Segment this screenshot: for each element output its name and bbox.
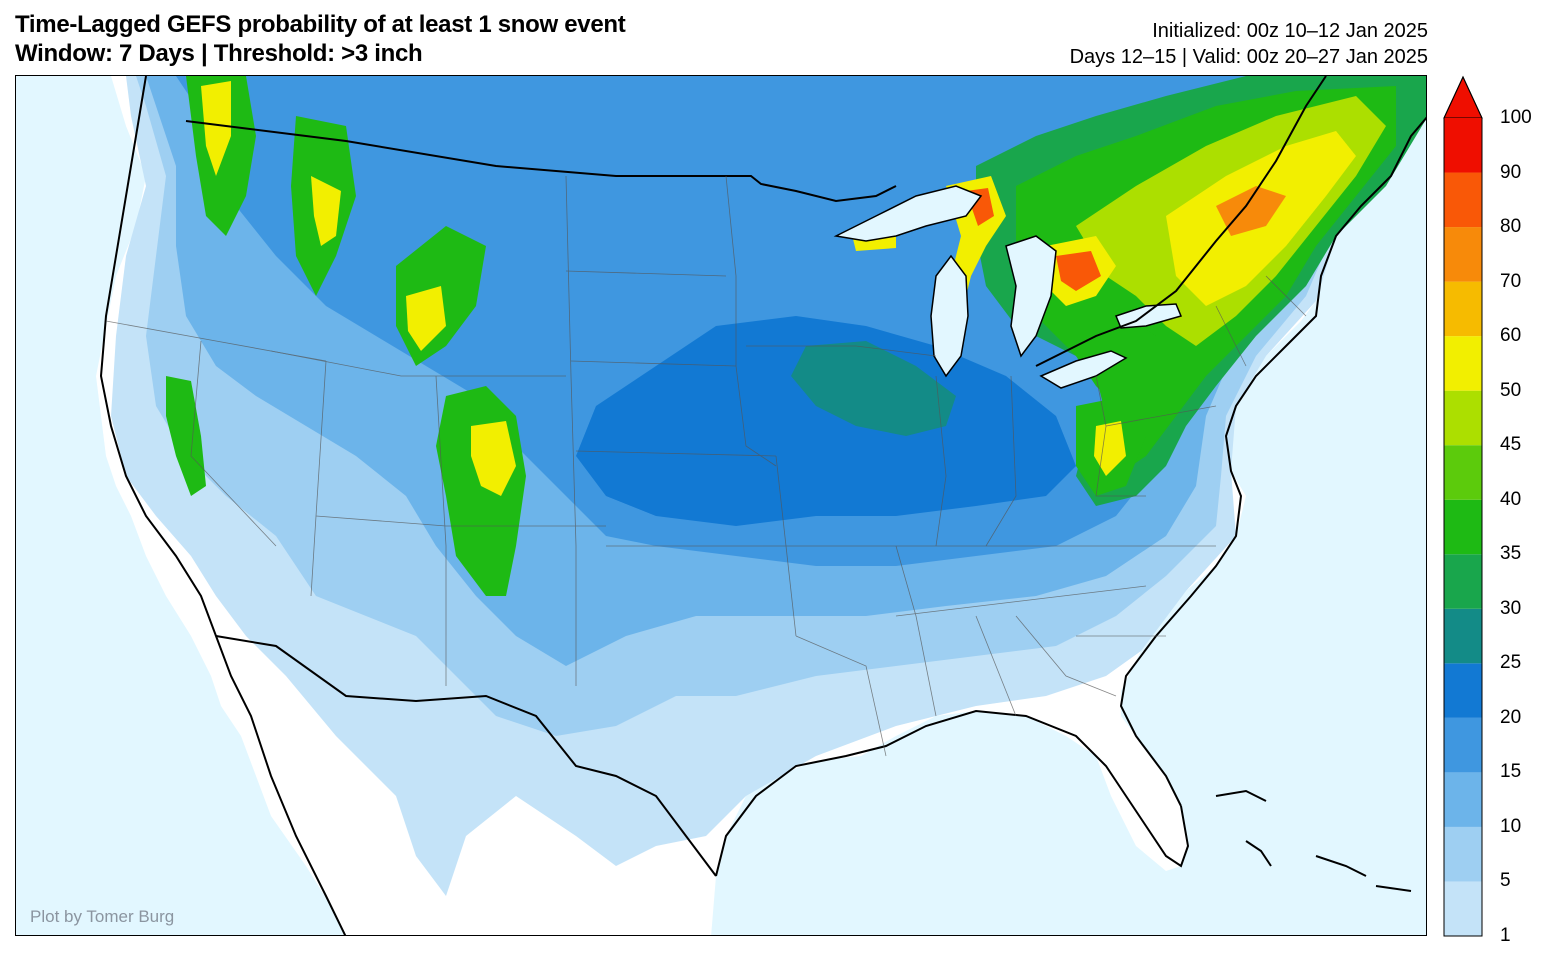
title-block: Time-Lagged GEFS probability of at least… — [15, 10, 626, 68]
probability-contours — [111, 76, 1426, 896]
colorbar-tick-label: 30 — [1500, 597, 1522, 619]
colorbar-segment — [1444, 608, 1482, 664]
colorbar-tick-label: 70 — [1500, 270, 1522, 292]
state-line — [1215, 305, 1247, 367]
colorbar-segment — [1444, 881, 1482, 936]
west-coast — [99, 76, 347, 935]
plot-credit: Plot by Tomer Burg — [30, 907, 175, 926]
map-svg — [96, 76, 1426, 935]
contour-idaho-yellow — [311, 176, 341, 246]
colorbar-segment — [1444, 445, 1482, 500]
great-lakes — [833, 185, 1183, 389]
island — [1245, 840, 1272, 867]
map-subtitle: Window: 7 Days | Threshold: >3 inch — [15, 40, 423, 67]
run-info: Initialized: 00z 10–12 Jan 2025 Days 12–… — [1070, 18, 1428, 70]
colorbar-tick-label: 50 — [1500, 379, 1522, 401]
lake-superior — [833, 185, 983, 242]
state-line — [975, 615, 1017, 717]
init-time: Initialized: 00z 10–12 Jan 2025 — [1152, 20, 1428, 42]
contour-70pct-east — [1216, 186, 1286, 236]
state-line — [775, 455, 797, 637]
colorbar-segment — [1444, 663, 1482, 718]
state-line — [270, 350, 566, 377]
state-line — [570, 360, 737, 367]
us-canada-border — [185, 120, 897, 203]
state-line — [1095, 425, 1146, 497]
contour-appalachian-yellow — [1094, 421, 1126, 476]
state-borders — [105, 175, 1307, 757]
contour-rockies-yellow — [471, 421, 516, 496]
state-line — [985, 375, 1017, 547]
state-line — [895, 545, 937, 717]
colorbar-tick-label: 10 — [1500, 815, 1522, 837]
contour-sierra-green — [166, 376, 206, 496]
state-line — [1015, 615, 1117, 697]
colorbar-segment — [1444, 717, 1482, 773]
colorbar-tick-label: 45 — [1500, 434, 1522, 456]
island — [1215, 789, 1267, 802]
colorbar-extend-arrow — [1443, 75, 1483, 119]
colorbar-segment — [1444, 826, 1482, 882]
contour-lakes-red — [1056, 251, 1101, 291]
map-title: Time-Lagged GEFS probability of at least… — [15, 11, 626, 38]
colorbar-tick-label: 40 — [1500, 488, 1522, 510]
colorbar-tick-label: 25 — [1500, 652, 1522, 674]
state-line — [725, 175, 777, 467]
colorbar-tick-label: 80 — [1500, 216, 1522, 238]
east-coast — [1119, 116, 1426, 807]
borders — [99, 76, 1426, 935]
colorbar — [1443, 75, 1483, 937]
contour-wyoming-yellow — [406, 286, 446, 351]
state-line — [435, 375, 447, 686]
state-line — [565, 175, 577, 686]
colorbar-segment — [1444, 118, 1482, 173]
contour-25pct — [791, 341, 956, 436]
islands — [1215, 789, 1412, 892]
colorbar-segment — [1444, 390, 1482, 446]
colorbar-segment — [1444, 172, 1482, 228]
lake-huron — [1005, 235, 1057, 358]
island — [1375, 885, 1412, 892]
colorbar-tick-label: 60 — [1500, 325, 1522, 347]
colorbar-outline — [1443, 75, 1483, 937]
state-line — [795, 635, 887, 757]
colorbar-segment — [1444, 772, 1482, 827]
contour-nw-yellow — [201, 81, 231, 176]
colorbar-tick-label: 1 — [1500, 925, 1511, 946]
state-line — [935, 375, 947, 547]
colorbar-segment — [1444, 336, 1482, 391]
colorbar-tick-label: 5 — [1500, 870, 1511, 892]
colorbar-segment — [1444, 499, 1482, 555]
colorbar-segment — [1444, 554, 1482, 609]
state-line — [746, 345, 937, 357]
island — [1315, 855, 1367, 877]
colorbar-tick-label: 100 — [1500, 107, 1532, 128]
colorbar-segment — [1444, 227, 1482, 282]
state-line — [575, 450, 777, 457]
valid-time: Days 12–15 | Valid: 00z 20–27 Jan 2025 — [1069, 46, 1428, 68]
state-line — [1265, 275, 1307, 317]
lake-michigan — [930, 254, 969, 378]
us-mexico-border — [215, 635, 717, 877]
colorbar-tick-label: 90 — [1500, 161, 1522, 183]
state-line — [190, 340, 277, 547]
colorbar-tick-label: 35 — [1500, 543, 1522, 565]
state-line — [895, 585, 1147, 617]
us-canada-border-east — [1035, 76, 1327, 367]
gulf-coast — [715, 709, 1190, 877]
state-line — [315, 515, 606, 527]
state-line — [565, 270, 727, 277]
colorbar-segment — [1444, 281, 1482, 337]
map-panel: Plot by Tomer Burg — [15, 75, 1427, 936]
colorbar-tick-label: 15 — [1500, 761, 1522, 783]
lake-erie — [1039, 350, 1128, 389]
colorbar-tick-label: 20 — [1500, 706, 1522, 728]
